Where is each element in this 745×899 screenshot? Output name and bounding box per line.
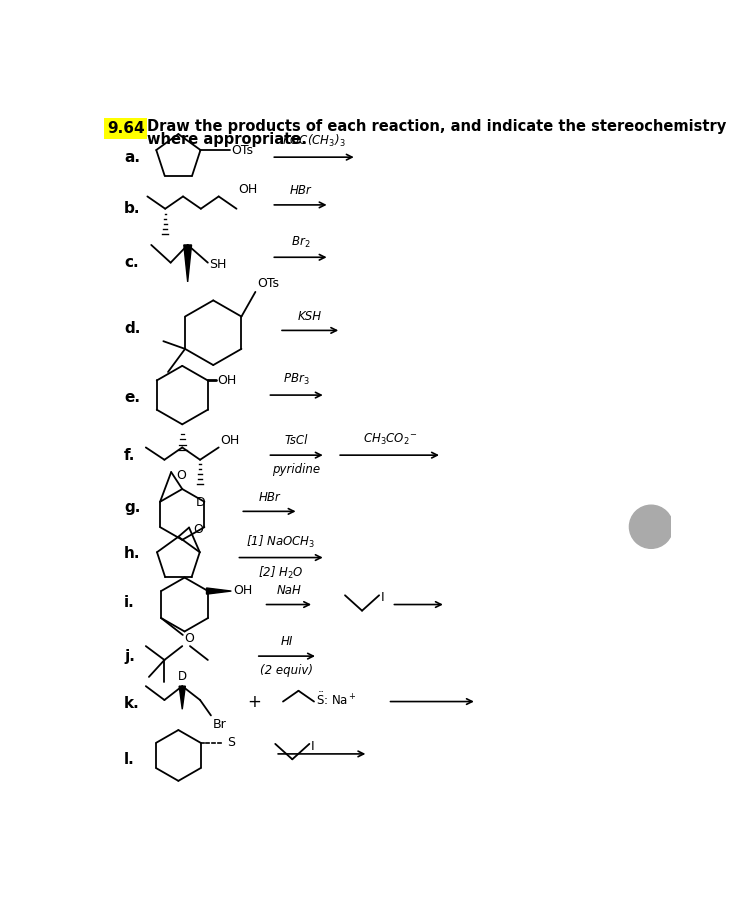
Text: OTs: OTs [257,278,279,290]
Text: I: I [381,592,384,604]
Polygon shape [179,686,186,709]
Text: KOC(CH$_3$)$_3$: KOC(CH$_3$)$_3$ [282,133,346,149]
Text: $\ddot{\rm S}$: Na$^+$: $\ddot{\rm S}$: Na$^+$ [316,691,356,708]
Text: Br: Br [212,717,226,731]
Text: j.: j. [124,648,135,663]
Text: +: + [247,692,261,710]
Text: O: O [184,632,194,645]
Text: h.: h. [124,547,141,561]
Text: k.: k. [124,697,140,711]
Text: f.: f. [124,449,136,463]
Text: OTs: OTs [232,144,253,156]
Text: Draw the products of each reaction, and indicate the stereochemistry: Draw the products of each reaction, and … [148,119,726,134]
Polygon shape [184,245,191,282]
Text: pyridine: pyridine [273,463,320,476]
Text: Br$_2$: Br$_2$ [291,235,310,250]
Text: d.: d. [124,321,141,336]
Text: SH: SH [209,258,226,271]
Text: O: O [193,522,203,536]
Text: O: O [176,468,186,482]
Text: OH: OH [221,433,239,447]
Text: NaH: NaH [276,583,301,597]
Text: [1] NaOCH$_3$: [1] NaOCH$_3$ [247,534,316,550]
Text: g.: g. [124,500,141,515]
Text: HBr: HBr [259,491,280,503]
Text: 9.64: 9.64 [107,121,145,136]
Circle shape [630,505,673,548]
Text: [2] H$_2$O: [2] H$_2$O [259,565,304,582]
Text: c.: c. [124,255,139,271]
Text: D: D [195,496,205,509]
Text: OH: OH [238,182,257,196]
Text: where appropriate.: where appropriate. [148,132,307,147]
Text: I: I [311,740,314,752]
Polygon shape [206,588,231,594]
Text: a.: a. [124,149,140,165]
Text: OH: OH [233,583,252,597]
Text: b.: b. [124,201,141,217]
Text: e.: e. [124,390,140,405]
Text: l.: l. [124,752,135,767]
Text: CH$_3$CO$_2$$^{-}$: CH$_3$CO$_2$$^{-}$ [363,432,416,448]
Text: OH: OH [217,374,236,387]
Text: D: D [178,670,187,683]
Text: HI: HI [281,636,293,648]
Text: HBr: HBr [290,184,311,197]
Text: PBr$_3$: PBr$_3$ [283,372,310,387]
Text: (2 equiv): (2 equiv) [260,663,314,677]
Text: S: S [227,736,235,749]
Text: i.: i. [124,595,135,610]
Text: TsCl: TsCl [285,434,308,448]
Text: KSH: KSH [298,310,322,323]
